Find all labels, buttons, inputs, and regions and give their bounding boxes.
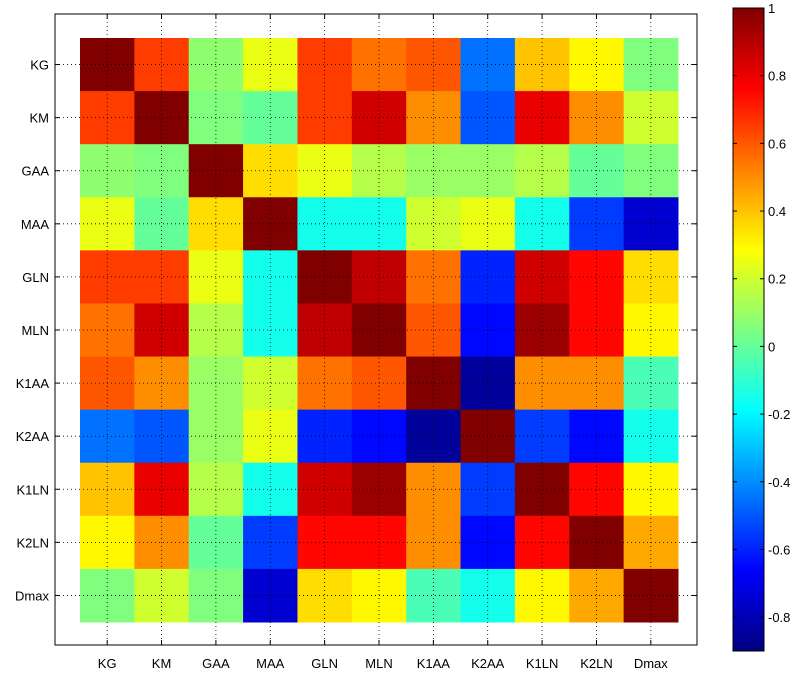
heatmap-cell-KM-KM — [134, 91, 190, 145]
heatmap-cell-K1LN-GAA — [188, 462, 244, 517]
heatmap-cell-KM-MAA — [243, 91, 298, 145]
colorbar-tick-label: 0.2 — [768, 272, 786, 287]
y-tick-label-GAA: GAA — [22, 164, 50, 179]
heatmap-cell-GLN-MAA — [243, 250, 298, 304]
colorbar-tick-label: 1 — [768, 1, 775, 16]
heatmap-cell-K2AA-K1AA — [406, 409, 462, 464]
y-tick-label-GLN: GLN — [22, 270, 49, 285]
x-tick-label-MLN: MLN — [365, 656, 392, 671]
x-tick-label-KM: KM — [152, 656, 172, 671]
heatmap-cell-K1AA-K2LN — [569, 356, 625, 411]
heatmap-cell-Dmax-MAA — [243, 568, 298, 623]
colorbar-tick-label: 0 — [768, 339, 775, 354]
plot-area: KG KG KM KM GAA GAA MAA MAA GLN GLN MLN MLN K1AA K1AA… — [15, 13, 698, 671]
x-tick-label-GLN: GLN — [311, 656, 338, 671]
x-tick-label-K1LN: K1LN — [526, 656, 559, 671]
heatmap-cell-K1LN-K1LN — [514, 462, 570, 517]
x-tick-label-KG: KG — [98, 656, 117, 671]
heatmap-cell-Dmax-K1LN — [514, 568, 570, 623]
colorbar-tick-label: 0.8 — [768, 69, 786, 84]
colorbar-tick-label: -0.4 — [768, 475, 790, 490]
colorbar-tick-label: 0.6 — [768, 136, 786, 151]
y-tick-label-K2LN: K2LN — [16, 535, 49, 550]
y-tick-label-K1LN: K1LN — [16, 482, 49, 497]
colorbar-tick-label: -0.6 — [768, 542, 790, 557]
y-tick-label-Dmax: Dmax — [15, 588, 49, 603]
y-tick-label-KM: KM — [30, 111, 50, 126]
heatmap-cell-KM-K2LN — [569, 91, 625, 145]
heatmap-cell-KM-GLN — [297, 91, 353, 145]
colorbar-tick-label: -0.8 — [768, 610, 790, 625]
heatmap-cell-K1AA-MAA — [243, 356, 298, 411]
heatmap-cell-Dmax-GAA — [188, 568, 244, 623]
heatmap-cell-K1LN-K2LN — [569, 462, 625, 517]
heatmap-cell-GLN-K2LN — [569, 250, 625, 304]
heatmap-cell-K2AA-KM — [134, 409, 190, 464]
colorbar: 1 0.8 0.6 0.4 0.2 0 -0.2 -0.4 -0.6 -0.8 — [732, 1, 790, 652]
heatmap-cell-K1AA-GAA — [188, 356, 244, 411]
heatmap-cell-K1LN-MAA — [243, 462, 298, 517]
y-tick-label-KG: KG — [30, 58, 49, 73]
y-tick-label-MAA: MAA — [21, 217, 50, 232]
heatmap-cell-Dmax-K2LN — [569, 568, 625, 623]
colorbar-tick-label: 0.4 — [768, 204, 786, 219]
colorbar-gradient — [732, 7, 765, 652]
x-tick-label-K2LN: K2LN — [580, 656, 613, 671]
x-tick-label-K1AA: K1AA — [417, 656, 451, 671]
heatmap-cell-K2AA-GLN — [297, 409, 353, 464]
x-tick-label-Dmax: Dmax — [634, 656, 668, 671]
x-tick-label-MAA: MAA — [256, 656, 285, 671]
heatmap-cell-K1AA-K1LN — [514, 356, 570, 411]
heatmap-cell-GLN-GAA — [188, 250, 244, 304]
heatmap-cell-KM-GAA — [188, 91, 244, 145]
x-tick-label-GAA: GAA — [202, 656, 230, 671]
y-tick-label-MLN: MLN — [22, 323, 49, 338]
axis-ticks: KG KG KM KM GAA GAA MAA MAA GLN GLN MLN MLN K1AA K1AA… — [15, 14, 697, 671]
colorbar-tick-label: -0.2 — [768, 407, 790, 422]
y-tick-label-K1AA: K1AA — [16, 376, 50, 391]
heatmap-cell-KM-K1AA — [406, 91, 462, 145]
heatmap-cell-GLN-K1LN — [514, 250, 570, 304]
x-tick-label-K2AA: K2AA — [471, 656, 505, 671]
heatmap-cell-KM-K1LN — [514, 91, 570, 145]
y-tick-label-K2AA: K2AA — [16, 429, 50, 444]
